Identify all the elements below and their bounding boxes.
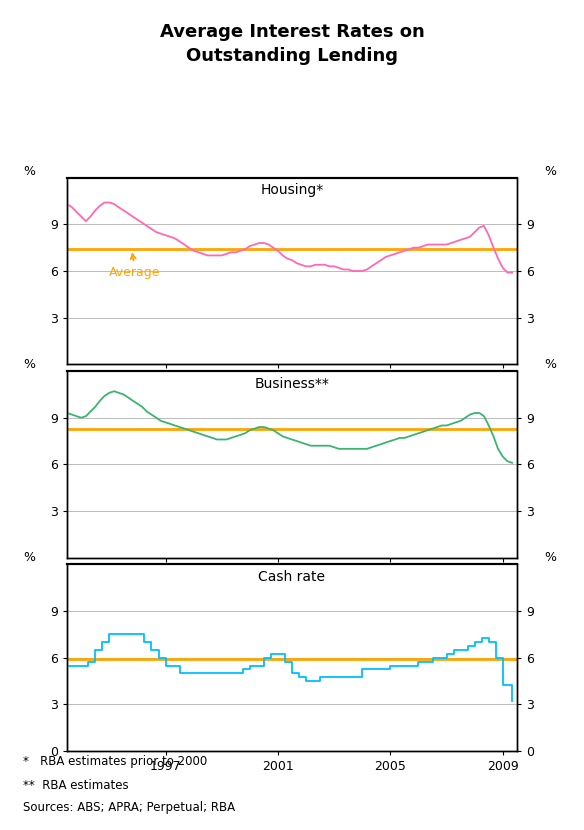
Text: Cash rate: Cash rate (259, 570, 325, 584)
Text: *   RBA estimates prior to 2000: * RBA estimates prior to 2000 (23, 755, 207, 769)
Text: Average Interest Rates on
Outstanding Lending: Average Interest Rates on Outstanding Le… (159, 23, 425, 65)
Text: Business**: Business** (255, 377, 329, 391)
Text: %: % (23, 164, 35, 178)
Text: **  RBA estimates: ** RBA estimates (23, 779, 129, 792)
Text: Average: Average (109, 254, 161, 279)
Text: %: % (23, 551, 35, 564)
Text: Housing*: Housing* (260, 183, 324, 198)
Text: %: % (544, 551, 557, 564)
Text: %: % (544, 358, 557, 371)
Text: Sources: ABS; APRA; Perpetual; RBA: Sources: ABS; APRA; Perpetual; RBA (23, 801, 235, 814)
Text: %: % (23, 358, 35, 371)
Text: %: % (544, 164, 557, 178)
